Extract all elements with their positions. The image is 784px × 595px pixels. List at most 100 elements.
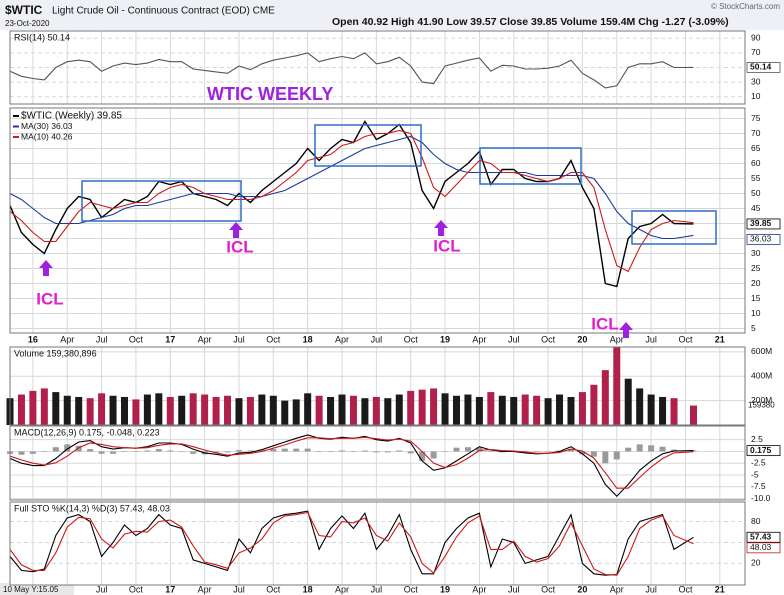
range-box (479, 147, 582, 185)
value-tag-bg (746, 61, 781, 73)
histogram-bar (270, 449, 277, 452)
y-tick-label: 50 (751, 188, 761, 198)
symbol: $WTIC (5, 3, 43, 17)
x-tick-label: Oct (541, 584, 556, 594)
histogram-bar (636, 444, 643, 452)
value-tag-bg (746, 542, 781, 554)
arrow (434, 220, 448, 236)
histogram-bar (350, 451, 357, 452)
histogram-bar (487, 451, 494, 452)
histogram-bar (64, 444, 71, 452)
x-tick-label: 18 (303, 584, 313, 594)
value-tag: 48.03 (750, 542, 772, 552)
volume-bar (269, 395, 277, 425)
y-tick-label: -10.0 (751, 493, 771, 503)
x-tick-label: Apr (472, 334, 486, 344)
legend-entry: MA(30) 36.03 (21, 121, 73, 131)
annotation: ICL (433, 236, 460, 255)
y-tick-label: 600M (751, 346, 772, 356)
y-tick-label: 90 (751, 33, 761, 43)
volume-bar (510, 396, 518, 425)
histogram-bar (327, 451, 334, 452)
x-tick-label: Jul (96, 584, 108, 594)
histogram-bar (258, 449, 265, 452)
histogram-bar (167, 450, 174, 452)
y-tick-label: -5 (751, 469, 759, 479)
volume-bar (281, 400, 289, 425)
volume-bar (109, 395, 117, 425)
x-tick-label: Apr (198, 334, 212, 344)
range-boxes (81, 124, 717, 245)
value-tag: 36.03 (750, 234, 772, 244)
legend-entry: MA(10) 40.26 (21, 131, 73, 141)
y-tick-label: 20 (751, 278, 761, 288)
histogram-bar (648, 445, 655, 452)
volume-bar (487, 392, 495, 425)
histogram-bar (190, 451, 197, 454)
series-line (9, 511, 694, 576)
series-line (9, 52, 694, 89)
x-tick-label: Jul (371, 584, 383, 594)
x-tick-label: Oct (266, 584, 281, 594)
panel-frame (9, 107, 746, 334)
latest-volume: 159380 (748, 401, 775, 410)
x-tick-label: Jul (508, 334, 520, 344)
series-line (9, 120, 694, 288)
volume-bar (224, 395, 232, 425)
histogram-bar (178, 451, 185, 452)
x-tick-label: Apr (335, 334, 349, 344)
volume-bar (246, 396, 254, 425)
volume-bar (29, 390, 37, 425)
histogram-bar (224, 451, 231, 453)
arrow (619, 322, 633, 338)
histogram-bar (213, 451, 220, 453)
panel-legend: MACD(12,26,9) 0.175, -0.048, 0.223 (14, 427, 160, 437)
x-tick-label: Apr (610, 584, 624, 594)
volume-bar (556, 394, 564, 425)
panel-legend: RSI(14) 50.14 (14, 32, 70, 42)
y-tick-label: 70 (751, 128, 761, 138)
y-tick-label: -2.5 (751, 457, 766, 467)
histogram-bar (567, 449, 574, 452)
volume-bar (361, 398, 369, 425)
volume-bar (601, 370, 609, 425)
histogram-bar (613, 451, 620, 460)
histogram-bar (533, 451, 540, 452)
histogram-bar (316, 451, 323, 452)
x-tick-label: 18 (303, 334, 313, 344)
x-tick-label: 20 (577, 584, 587, 594)
volume-bar (475, 396, 483, 425)
histogram-bar (98, 451, 105, 454)
annotation: WTIC WEEKLY (207, 84, 333, 104)
x-tick-label: 21 (715, 334, 725, 344)
histogram-bar (590, 451, 597, 457)
y-tick-label: 80 (751, 516, 761, 526)
y-tick-label: 55 (751, 173, 761, 183)
y-tick-label: 45 (751, 203, 761, 213)
y-tick-label: 15 (751, 293, 761, 303)
volume-bar (395, 394, 403, 425)
volume-bar (17, 394, 25, 425)
y-tick-label: 2.5 (751, 434, 763, 444)
y-tick-label: 400M (751, 371, 772, 381)
histogram-bar (384, 451, 391, 453)
annotation: ICL (36, 289, 63, 308)
legend-swatch (13, 115, 19, 117)
volume-bar (292, 399, 300, 425)
volume-bar (624, 378, 632, 425)
histogram-bar (155, 449, 162, 452)
volume-bar (689, 405, 697, 425)
histogram-bar (144, 450, 151, 452)
volume-bar (166, 396, 174, 425)
value-tag: 57.43 (750, 532, 772, 542)
histogram-bar (373, 451, 380, 453)
volume-bar (235, 398, 243, 425)
x-tick-label: Jul (233, 584, 245, 594)
volume-bar (613, 347, 621, 425)
histogram-bar (464, 447, 471, 452)
histogram-bar (659, 446, 666, 452)
arrow (229, 222, 243, 238)
x-tick-label: Jul (645, 334, 657, 344)
value-tag: 50.14 (750, 62, 772, 72)
legend-swatch (13, 125, 19, 128)
